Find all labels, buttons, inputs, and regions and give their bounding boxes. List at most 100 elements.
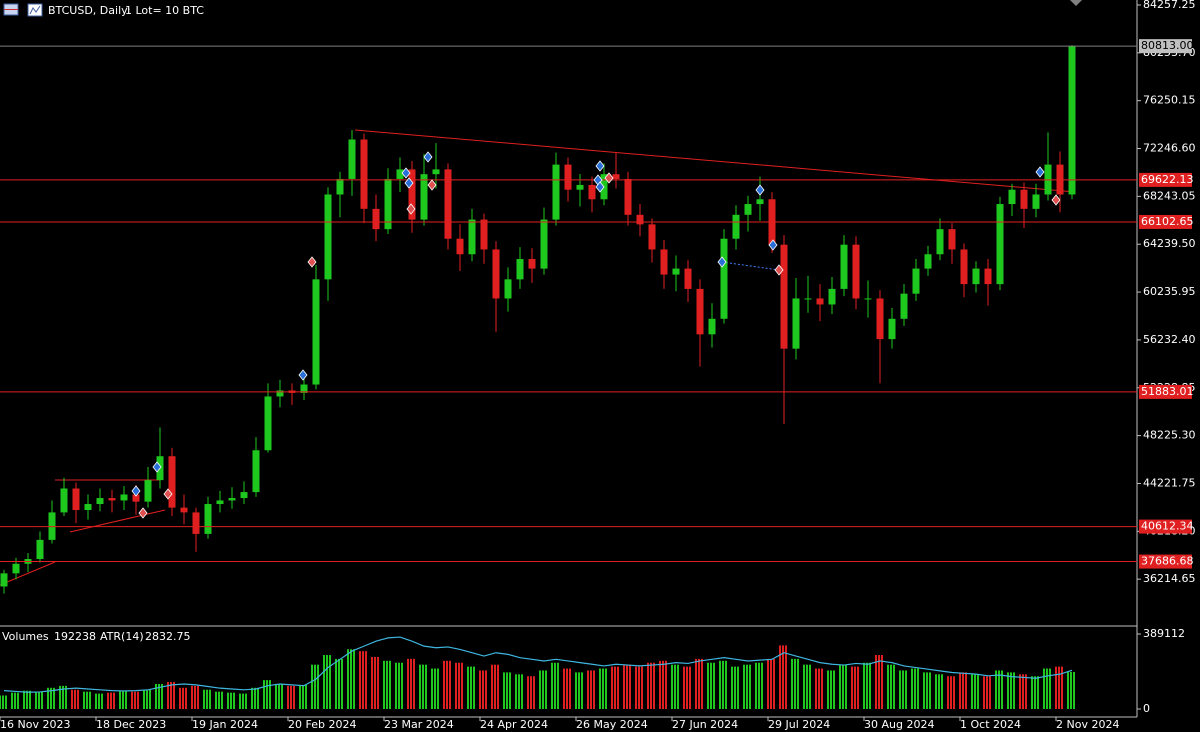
candle-body	[624, 178, 632, 215]
candle-body	[240, 492, 248, 499]
candle-body	[540, 219, 548, 269]
candle-body	[216, 500, 224, 505]
candle-body	[732, 214, 740, 239]
candle-body	[300, 384, 308, 393]
signal-marker	[595, 181, 605, 193]
candle-body	[900, 293, 908, 319]
candle-body	[360, 139, 368, 209]
candle-body	[828, 288, 836, 305]
y-tick-label: 76250.15	[1143, 94, 1196, 107]
candle-body	[144, 480, 152, 502]
candle-body	[588, 184, 596, 200]
candle-body	[960, 249, 968, 285]
x-tick-label: 24 Apr 2024	[480, 718, 548, 731]
candle-body	[396, 169, 404, 179]
signal-marker	[774, 264, 784, 276]
candle-body	[480, 219, 488, 250]
level-label: 69622.13	[1141, 173, 1194, 186]
level-label-box	[1139, 519, 1192, 534]
signal-marker	[163, 488, 173, 500]
candle-body	[96, 498, 104, 505]
candle-body	[12, 563, 20, 574]
signal-marker	[298, 369, 308, 381]
signal-marker	[427, 179, 437, 191]
atr-line	[3, 636, 1073, 693]
candle-body	[348, 139, 356, 179]
candle-body	[84, 504, 92, 511]
candle-body	[1008, 189, 1016, 205]
candle-body	[792, 298, 800, 349]
candle-body	[444, 169, 452, 239]
candle-body	[816, 298, 824, 305]
y-tick-label: 44221.75	[1143, 476, 1196, 489]
level-label-box	[1139, 554, 1192, 569]
candle-body	[228, 498, 236, 501]
signal-marker	[755, 184, 765, 196]
candle-body	[372, 208, 380, 230]
candle-body	[636, 214, 644, 225]
signal-marker	[152, 461, 162, 473]
level-label-box	[1139, 214, 1192, 229]
candle-body	[168, 456, 176, 508]
scroll-marker	[1070, 0, 1082, 6]
y-tick-label: 64239.50	[1143, 237, 1196, 250]
x-tick-label: 18 Dec 2023	[96, 718, 166, 731]
candle-body	[384, 178, 392, 230]
candle-body	[1032, 194, 1040, 209]
candle-body	[36, 539, 44, 560]
y-tick-label: 84257.25	[1143, 0, 1196, 11]
x-tick-label: 23 Mar 2024	[384, 718, 454, 731]
signal-marker	[604, 172, 614, 184]
candle-body	[132, 494, 140, 502]
candle-body	[456, 238, 464, 255]
candle-body	[528, 259, 536, 269]
candle-body	[972, 268, 980, 285]
lot-label: 1 Lot= 10 BTC	[125, 4, 204, 17]
candle-body	[684, 268, 692, 289]
volume-tick-label: 0	[1143, 702, 1150, 715]
x-tick-label: 19 Jan 2024	[192, 718, 258, 731]
symbol-label: BTCUSD, Daily:	[48, 4, 131, 17]
candle-body	[468, 219, 476, 255]
x-tick-label: 29 Jul 2024	[768, 718, 830, 731]
level-label: 66102.65	[1141, 215, 1194, 228]
candle-body	[1068, 46, 1076, 195]
signal-marker	[595, 160, 605, 172]
candle-body	[648, 224, 656, 250]
candle-body	[696, 288, 704, 335]
volume-indicator-label: Volumes	[2, 630, 49, 643]
candle-body	[276, 390, 284, 397]
candle-body	[672, 268, 680, 275]
candle-body	[984, 268, 992, 285]
candle-body	[864, 298, 872, 300]
candle-body	[312, 279, 320, 385]
candle-body	[180, 507, 188, 513]
y-tick-label: 56232.40	[1143, 333, 1196, 346]
candle-body	[420, 174, 428, 220]
level-label: 80813.00	[1141, 39, 1194, 52]
x-tick-label: 27 Jun 2024	[672, 718, 738, 731]
candle-body	[264, 396, 272, 451]
candle-body	[852, 244, 860, 299]
volume-tick-label: 389112	[1143, 627, 1185, 640]
candle-body	[936, 229, 944, 255]
candle-body	[924, 254, 932, 269]
candle-body	[708, 318, 716, 335]
signal-marker	[1051, 194, 1061, 206]
candle-body	[660, 249, 668, 275]
y-tick-label: 68243.05	[1143, 189, 1196, 202]
candle-body	[744, 204, 752, 215]
candle-body	[432, 169, 440, 175]
candle-body	[888, 318, 896, 340]
candle-body	[804, 298, 812, 300]
trendline	[0, 561, 56, 586]
signal-marker	[1035, 166, 1045, 178]
signal-marker	[768, 239, 778, 251]
candle-body	[720, 238, 728, 319]
candle-body	[552, 164, 560, 220]
signal-marker	[131, 485, 141, 497]
signal-marker	[406, 203, 416, 215]
candle-body	[408, 169, 416, 220]
